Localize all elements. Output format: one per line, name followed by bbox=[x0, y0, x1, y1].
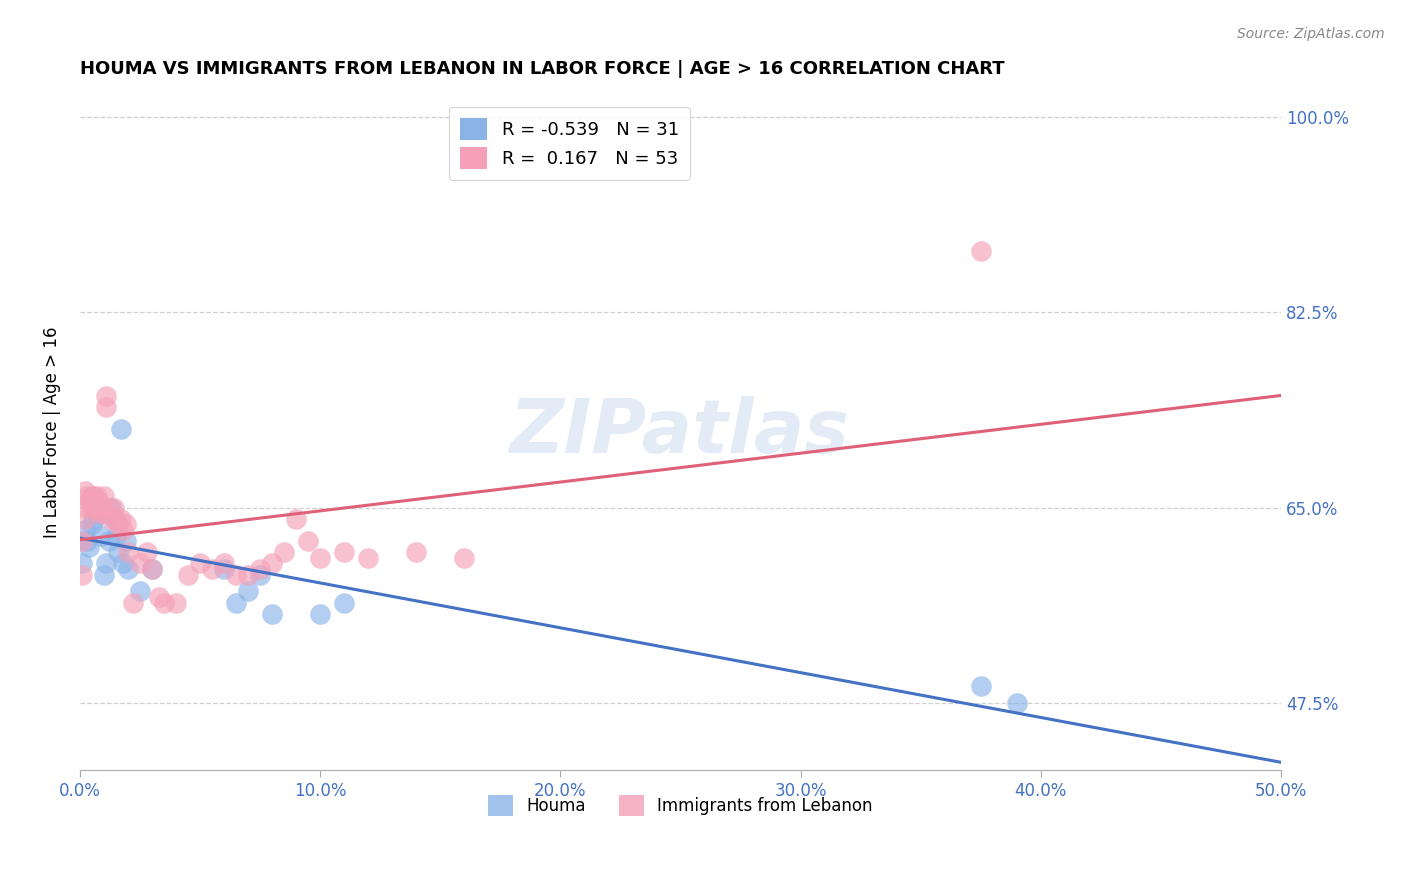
Point bbox=[165, 595, 187, 609]
Point bbox=[249, 567, 271, 582]
Point bbox=[86, 490, 108, 504]
Point bbox=[72, 534, 94, 549]
Point bbox=[110, 422, 132, 436]
Point bbox=[236, 584, 259, 599]
Y-axis label: In Labor Force | Age > 16: In Labor Force | Age > 16 bbox=[44, 326, 60, 538]
Point bbox=[72, 567, 94, 582]
Point bbox=[188, 557, 211, 571]
Point bbox=[117, 562, 139, 576]
Point bbox=[86, 500, 108, 515]
Point bbox=[114, 517, 136, 532]
Point bbox=[103, 500, 125, 515]
Point bbox=[100, 500, 122, 515]
Text: HOUMA VS IMMIGRANTS FROM LEBANON IN LABOR FORCE | AGE > 16 CORRELATION CHART: HOUMA VS IMMIGRANTS FROM LEBANON IN LABO… bbox=[80, 60, 1004, 78]
Point bbox=[309, 607, 332, 621]
Point bbox=[249, 562, 271, 576]
Point bbox=[357, 550, 380, 565]
Point bbox=[225, 595, 247, 609]
Point bbox=[83, 490, 105, 504]
Point bbox=[83, 512, 105, 526]
Point bbox=[136, 545, 159, 559]
Point bbox=[297, 534, 319, 549]
Point bbox=[225, 567, 247, 582]
Point bbox=[87, 500, 110, 515]
Point bbox=[212, 557, 235, 571]
Point bbox=[73, 483, 96, 498]
Point bbox=[117, 545, 139, 559]
Point bbox=[112, 557, 135, 571]
Point bbox=[83, 495, 105, 509]
Point bbox=[112, 523, 135, 537]
Point bbox=[79, 540, 101, 554]
Point bbox=[148, 590, 170, 604]
Point bbox=[333, 595, 356, 609]
Point bbox=[104, 528, 127, 542]
Point bbox=[90, 500, 112, 515]
Point bbox=[970, 679, 993, 693]
Point bbox=[93, 506, 115, 520]
Point bbox=[285, 512, 308, 526]
Point bbox=[453, 550, 475, 565]
Point bbox=[96, 389, 118, 403]
Point bbox=[79, 495, 101, 509]
Point bbox=[153, 595, 176, 609]
Point bbox=[90, 528, 112, 542]
Point bbox=[114, 534, 136, 549]
Point bbox=[76, 490, 98, 504]
Point bbox=[97, 534, 120, 549]
Point bbox=[107, 517, 129, 532]
Point bbox=[87, 506, 110, 520]
Point bbox=[121, 595, 143, 609]
Point bbox=[177, 567, 200, 582]
Point bbox=[970, 244, 993, 258]
Point bbox=[110, 512, 132, 526]
Point bbox=[86, 506, 108, 520]
Point bbox=[96, 557, 118, 571]
Point bbox=[129, 557, 152, 571]
Point bbox=[104, 512, 127, 526]
Point bbox=[1005, 696, 1028, 710]
Point bbox=[96, 400, 118, 414]
Point bbox=[129, 584, 152, 599]
Point bbox=[80, 517, 103, 532]
Point bbox=[405, 545, 427, 559]
Text: Source: ZipAtlas.com: Source: ZipAtlas.com bbox=[1237, 27, 1385, 41]
Point bbox=[80, 500, 103, 515]
Point bbox=[80, 490, 103, 504]
Point bbox=[260, 607, 283, 621]
Point bbox=[236, 567, 259, 582]
Point bbox=[73, 523, 96, 537]
Point bbox=[260, 557, 283, 571]
Point bbox=[309, 550, 332, 565]
Point bbox=[141, 562, 163, 576]
Point bbox=[93, 490, 115, 504]
Point bbox=[333, 545, 356, 559]
Point bbox=[97, 500, 120, 515]
Point bbox=[107, 545, 129, 559]
Point bbox=[103, 512, 125, 526]
Point bbox=[141, 562, 163, 576]
Point bbox=[93, 567, 115, 582]
Point bbox=[201, 562, 224, 576]
Point bbox=[76, 500, 98, 515]
Point bbox=[87, 495, 110, 509]
Point bbox=[72, 557, 94, 571]
Point bbox=[273, 545, 295, 559]
Text: ZIPatlas: ZIPatlas bbox=[510, 396, 851, 468]
Point bbox=[76, 534, 98, 549]
Point bbox=[100, 512, 122, 526]
Point bbox=[73, 512, 96, 526]
Point bbox=[212, 562, 235, 576]
Legend: Houma, Immigrants from Lebanon: Houma, Immigrants from Lebanon bbox=[481, 789, 880, 822]
